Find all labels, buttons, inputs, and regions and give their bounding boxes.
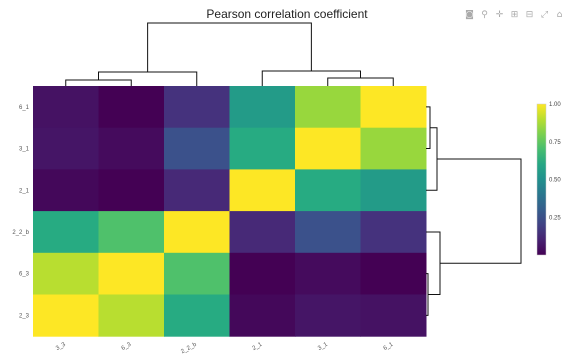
x-tick-label: 2_2_b [180,341,198,354]
heatmap-cell-6_1-2_1 [229,86,296,129]
heatmap-cell-3_1-6_1 [360,127,427,170]
heatmap-cells [33,86,427,337]
heatmap-cell-6_1-6_1 [360,86,427,129]
heatmap-cell-2_3-2_2_b [164,294,230,337]
colorbar-ticks: 0.25 0.50 0.75 1.00 [549,102,561,221]
dendrogram-branch [65,79,132,86]
heatmap-cell-3_1-2_2_b [164,127,230,170]
colorbar-tick-label: 1.00 [549,102,561,108]
heatmap-cell-6_1-3_3 [33,86,99,129]
y-tick-label: 3_1 [19,147,30,153]
heatmap-cell-2_1-2_2_b [164,169,230,212]
heatmap-cell-2_2_b-6_3 [98,211,165,254]
y-tick-label: 6_3 [19,272,30,278]
heatmap-cell-2_1-3_1 [295,169,361,212]
y-tick-label: 2_1 [19,188,30,194]
heatmap-cell-2_1-6_1 [360,169,427,212]
right-dendrogram [426,106,522,316]
heatmap-cell-6_1-2_2_b [164,86,230,129]
x-tick-label: 6_3 [121,341,133,352]
heatmap-cell-2_1-6_3 [98,169,165,212]
chart-title: Pearson correlation coefficient [206,7,368,21]
zoom-out-icon[interactable]: ⊟ [525,10,534,20]
heatmap-cell-3_1-6_3 [98,127,165,170]
dendrogram-branch [98,71,198,86]
x-tick-label: 3_3 [55,341,67,352]
heatmap-cell-2_3-3_1 [295,294,361,337]
heatmap-cell-2_2_b-3_3 [33,211,99,254]
heatmap-cell-6_3-2_2_b [164,252,230,295]
heatmap-cell-2_3-6_1 [360,294,427,337]
dendrogram-root [147,22,312,72]
x-tick-label: 2_1 [252,341,264,352]
heatmap-cell-2_1-3_3 [33,169,99,212]
heatmap-cell-2_3-3_3 [33,294,99,337]
autoscale-icon[interactable]: ⤢ [540,10,549,20]
heatmap-cell-6_3-6_3 [98,252,165,295]
dendrogram-root [437,158,522,264]
heatmap-cell-6_3-3_3 [33,252,99,295]
heatmap-cell-2_2_b-2_2_b [164,211,230,254]
heatmap-cell-2_2_b-6_1 [360,211,427,254]
x-tick-label: 3_1 [317,341,329,352]
heatmap-cell-2_2_b-2_1 [229,211,296,254]
heatmap-cell-2_2_b-3_1 [295,211,361,254]
colorbar [536,103,547,256]
zoom-in-icon[interactable]: ⊞ [510,10,519,20]
pan-icon[interactable]: ✛ [495,10,504,20]
heatmap-cell-3_1-3_1 [295,127,361,170]
y-axis-ticks: 6_1 3_1 2_1 2_2_b 6_3 2_3 [12,105,29,320]
colorbar-tick-label: 0.75 [549,140,561,146]
heatmap-cell-2_1-2_1 [229,169,296,212]
camera-icon[interactable]: ◙ [465,10,474,20]
x-axis-ticks: 3_3 6_3 2_2_b 2_1 3_1 6_1 [55,341,395,354]
zoom-icon[interactable]: ⚲ [481,10,488,20]
heatmap-cell-3_1-3_3 [33,127,99,170]
modebar: ◙ ⚲ ✛ ⊞ ⊟ ⤢ ⌂ [464,10,565,21]
top-dendrogram [65,22,394,86]
heatmap-cell-6_3-3_1 [295,252,361,295]
heatmap-cell-6_3-2_1 [229,252,296,295]
x-tick-label: 6_1 [383,341,395,352]
heatmap-cell-6_1-3_1 [295,86,361,129]
y-tick-label: 2_3 [19,313,30,319]
heatmap-cell-2_3-2_1 [229,294,296,337]
y-tick-label: 2_2_b [12,230,29,236]
colorbar-tick-label: 0.50 [549,178,561,184]
dendrogram-branch [426,106,431,150]
dendrogram-branch [426,127,438,191]
reset-axes-icon[interactable]: ⌂ [556,10,563,20]
dendrogram-branch [327,77,394,86]
y-tick-label: 6_1 [19,105,30,111]
heatmap-cell-2_3-6_3 [98,294,165,337]
heatmap-cell-6_3-6_1 [360,252,427,295]
colorbar-tick-label: 0.25 [549,215,561,221]
heatmap-cell-6_1-6_3 [98,86,165,129]
heatmap-cell-3_1-2_1 [229,127,296,170]
